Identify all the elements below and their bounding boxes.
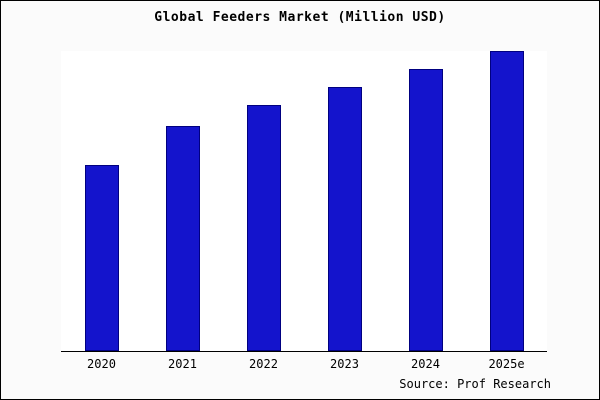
source-note: Source: Prof Research [399, 377, 551, 391]
x-tick-label: 2022 [249, 357, 278, 371]
x-tick-label: 2020 [87, 357, 116, 371]
bar-2025e [489, 51, 524, 351]
bar-column [385, 51, 466, 351]
bar-column [61, 51, 142, 351]
bar-2020 [84, 165, 119, 351]
bar-2024 [408, 69, 443, 351]
x-tick-label: 2025e [488, 357, 525, 371]
bars [61, 51, 547, 352]
x-axis-labels: 2020 2021 2022 2023 2024 2025e [61, 352, 547, 371]
bar-column [223, 51, 304, 351]
x-tick-label: 2023 [330, 357, 359, 371]
bar-column [466, 51, 547, 351]
bar-2021 [165, 126, 200, 351]
x-tick-label: 2021 [168, 357, 197, 371]
bar-2022 [246, 105, 281, 351]
chart-title: Global Feeders Market (Million USD) [154, 10, 446, 25]
plot-area: 2020 2021 2022 2023 2024 2025e [61, 51, 547, 371]
bar-column [142, 51, 223, 351]
x-tick-label: 2024 [411, 357, 440, 371]
bar-column [304, 51, 385, 351]
bar-2023 [327, 87, 362, 351]
